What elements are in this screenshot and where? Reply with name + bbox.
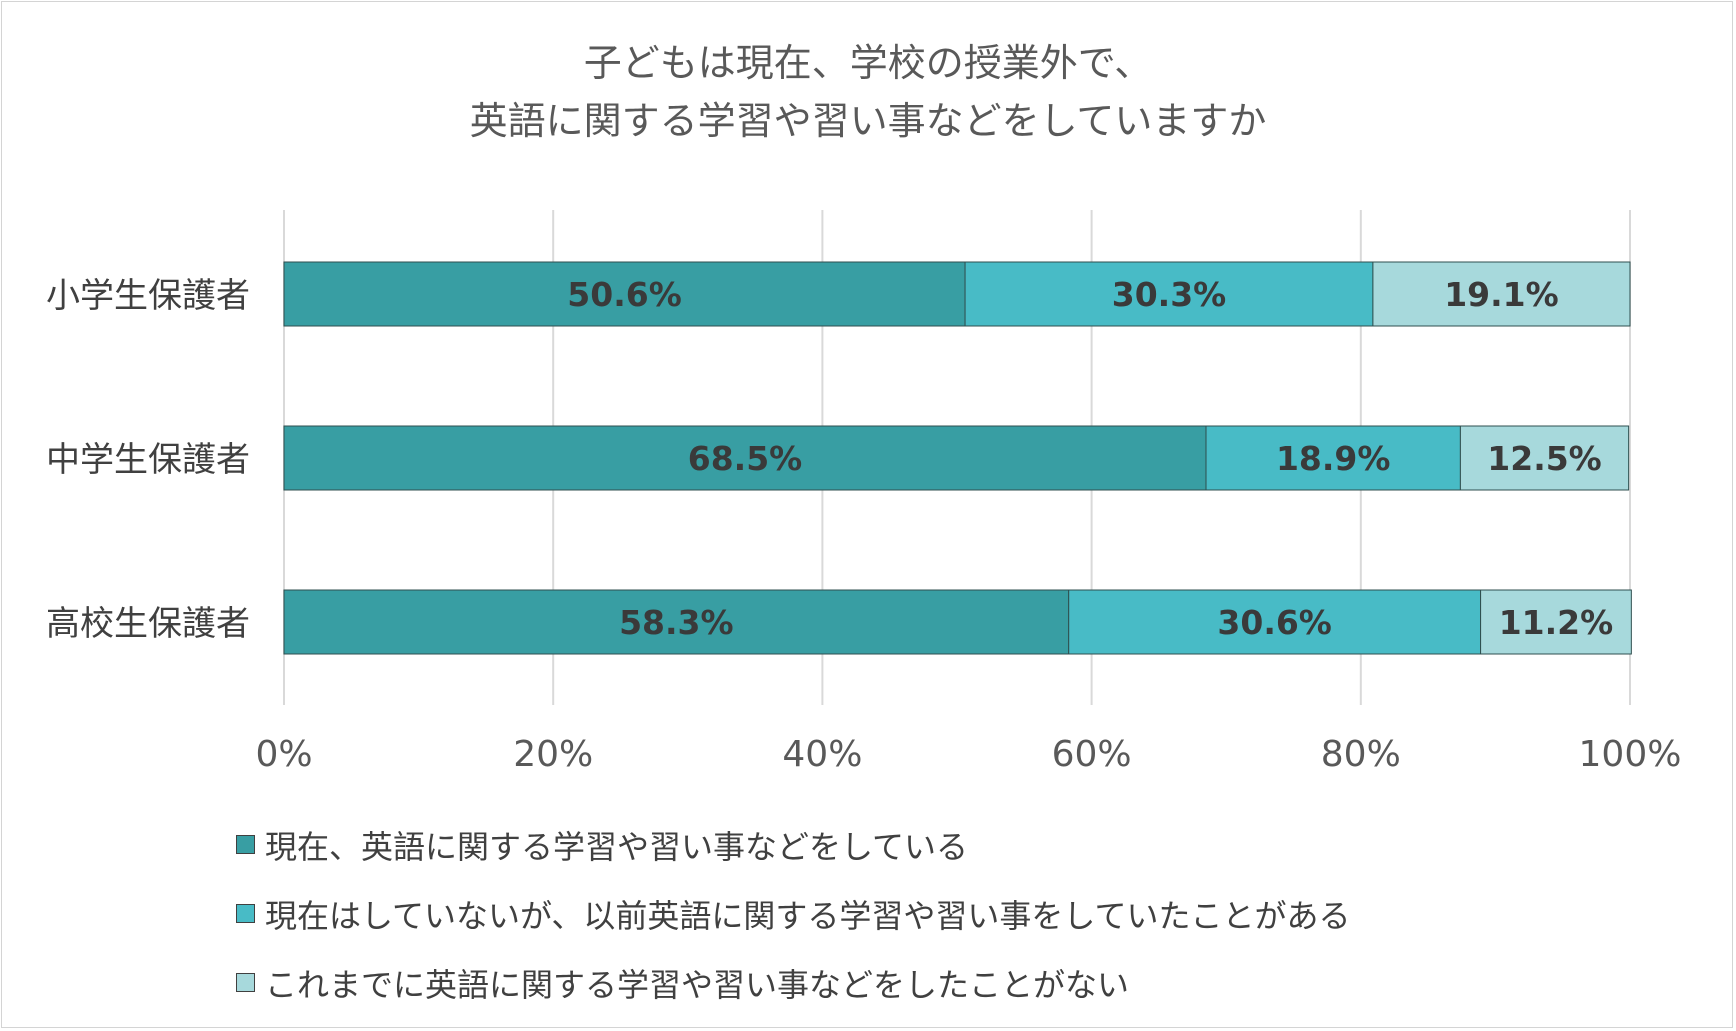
chart-title-line-1: 子どもは現在、学校の授業外で、: [583, 41, 1153, 85]
x-tick-label: 60%: [1052, 734, 1132, 775]
bar-segment: [1459, 425, 1630, 491]
bar-segment: [1480, 589, 1632, 655]
data-label: 50.6%: [567, 275, 682, 314]
category-label: 高校生保護者: [46, 604, 250, 644]
bar-segment: [283, 425, 1207, 491]
data-label: 58.3%: [619, 603, 734, 642]
chart-legend: 現在、英語に関する学習や習い事などをしている現在はしていないが、以前英語に関する…: [236, 810, 1350, 1017]
data-label: 68.5%: [688, 439, 803, 478]
data-label: 12.5%: [1487, 439, 1602, 478]
x-tick-label: 0%: [255, 734, 312, 775]
bar-segment: [1205, 425, 1461, 491]
bar-segment: [1372, 261, 1631, 327]
data-label: 11.2%: [1499, 603, 1614, 642]
legend-item: 現在、英語に関する学習や習い事などをしている: [236, 810, 1350, 879]
x-tick-label: 20%: [513, 734, 593, 775]
legend-label: 現在、英語に関する学習や習い事などをしている: [265, 827, 969, 866]
data-label: 18.9%: [1276, 439, 1391, 478]
legend-item: これまでに英語に関する学習や習い事などをしたことがない: [236, 948, 1350, 1017]
bar-segment: [964, 261, 1374, 327]
x-tick-label: 100%: [1579, 734, 1682, 775]
legend-swatch: [236, 904, 255, 923]
data-label: 19.1%: [1444, 275, 1559, 314]
legend-label: 現在はしていないが、以前英語に関する学習や習い事をしていたことがある: [265, 896, 1351, 935]
x-tick-label: 80%: [1321, 734, 1401, 775]
legend-swatch: [236, 835, 255, 854]
bar-segment: [283, 261, 966, 327]
legend-swatch: [236, 973, 255, 992]
bar-segment: [1068, 589, 1482, 655]
data-label: 30.6%: [1217, 603, 1332, 642]
category-label: 中学生保護者: [46, 440, 250, 480]
data-label: 30.3%: [1112, 275, 1227, 314]
category-label: 小学生保護者: [46, 276, 250, 316]
legend-item: 現在はしていないが、以前英語に関する学習や習い事をしていたことがある: [236, 879, 1350, 948]
legend-label: これまでに英語に関する学習や習い事などをしたことがない: [265, 965, 1130, 1004]
bar-segment: [283, 589, 1070, 655]
x-tick-label: 40%: [782, 734, 862, 775]
chart-title: 子どもは現在、学校の授業外で、 英語に関する学習や習い事などをしていますか: [0, 34, 1736, 150]
chart-title-line-2: 英語に関する学習や習い事などをしていますか: [469, 99, 1267, 143]
